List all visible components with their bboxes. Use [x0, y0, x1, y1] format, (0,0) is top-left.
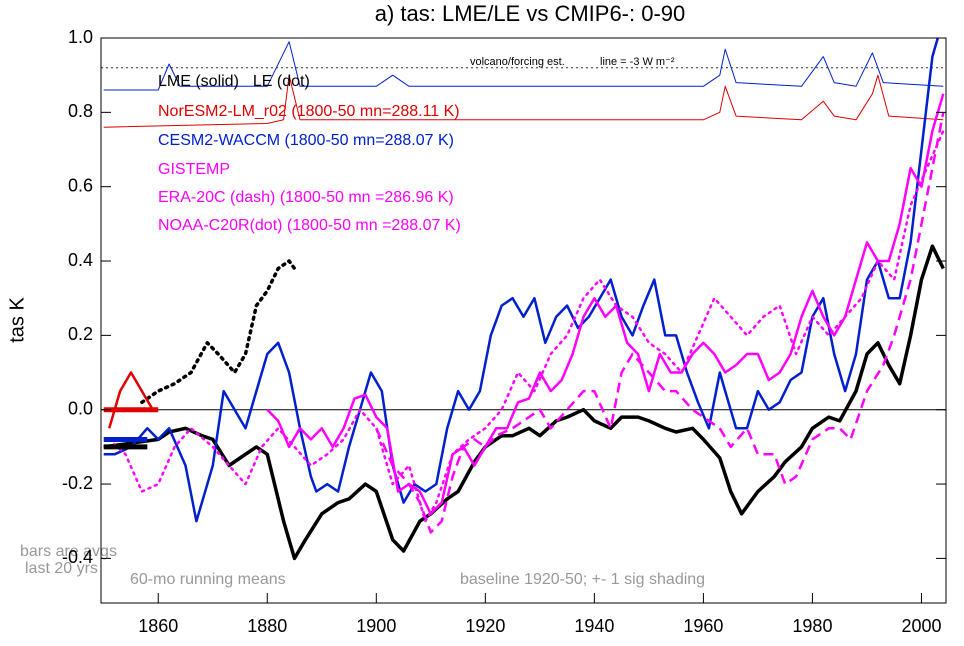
series-line [107, 129, 945, 523]
legend-entry: GISTEMP [158, 161, 230, 178]
annotation: 60-mo running means [130, 571, 286, 588]
y-tick-label: 0.4 [68, 250, 93, 270]
legend-entry: NorESM2-LM_r02 (1800-50 mn=288.11 K) [158, 103, 460, 120]
forcing-line [103, 41, 944, 91]
x-tick-label: 1860 [138, 616, 178, 636]
x-tick-label: 1920 [465, 616, 505, 636]
y-tick-label: -0.2 [62, 473, 93, 493]
series-line [140, 259, 297, 405]
y-tick-label: 1.0 [68, 27, 93, 47]
plot-area [101, 38, 946, 561]
y-tick-label: -0.4 [62, 547, 93, 567]
x-tick-label: 1980 [792, 616, 832, 636]
legend-entry: NOAA-C20R(dot) (1800-50 mn =288.07 K) [158, 217, 461, 234]
annotation: baseline 1920-50; +- 1 sig shading [460, 571, 705, 588]
annotation: line = -3 W m⁻² [600, 56, 675, 68]
y-tick-label: 0.2 [68, 324, 93, 344]
legend-entry: LE (dot) [253, 73, 310, 90]
annotation: last 20 yrs [25, 560, 98, 577]
x-tick-label: 1960 [683, 616, 723, 636]
x-tick-label: 1900 [356, 616, 396, 636]
y-tick-label: 0.6 [68, 175, 93, 195]
y-tick-label: 0.8 [68, 101, 93, 121]
series-line [108, 371, 154, 429]
series-line [103, 38, 940, 523]
legend-entry: LME (solid) [158, 73, 239, 90]
y-tick-label: 0.0 [68, 398, 93, 418]
legend-entry: CESM2-WACCM (1800-50 mn=288.07 K) [158, 132, 454, 149]
legend-entry: ERA-20C (dash) (1800-50 mn =286.96 K) [158, 189, 454, 206]
x-tick-label: 1880 [247, 616, 287, 636]
series-line [103, 244, 945, 561]
chart-title: a) tas: LME/LE vs CMIP6-: 0-90 [375, 1, 686, 26]
series-line [266, 93, 945, 516]
annotation: bars are avgs [20, 543, 117, 560]
x-tick-label: 2000 [901, 616, 941, 636]
series-line [375, 112, 945, 534]
forcing-line [103, 74, 944, 128]
plot-frame [100, 37, 947, 604]
x-tick-label: 1940 [574, 616, 614, 636]
annotation: volcano/forcing est. [470, 56, 565, 68]
y-axis-label: tas K [6, 297, 28, 343]
